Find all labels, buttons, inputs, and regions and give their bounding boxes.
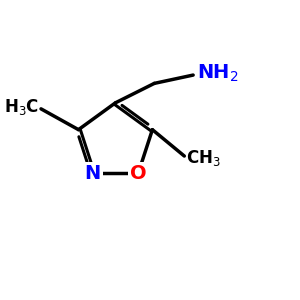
Text: O: O — [130, 164, 147, 183]
Text: N: N — [85, 164, 101, 183]
Text: H$_3$C: H$_3$C — [4, 98, 39, 118]
Text: CH$_3$: CH$_3$ — [186, 148, 220, 168]
Text: NH$_2$: NH$_2$ — [197, 63, 239, 84]
